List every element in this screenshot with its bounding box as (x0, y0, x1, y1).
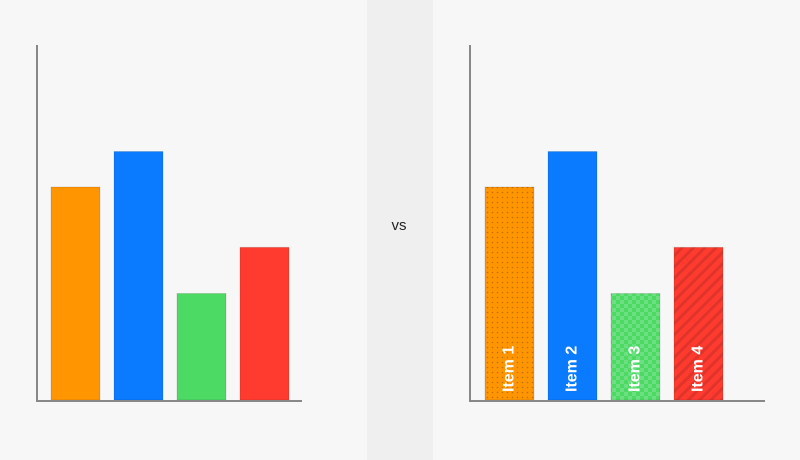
bar-label: Item 2 (564, 346, 581, 392)
bar-pattern (485, 187, 534, 400)
bar (176, 293, 227, 401)
bar (113, 151, 164, 401)
vs-label: vs (392, 217, 407, 234)
bar (239, 246, 290, 401)
bar-label: Item 4 (690, 346, 707, 392)
bar-pattern (611, 293, 660, 400)
bar-pattern (674, 247, 723, 400)
bar (547, 151, 598, 401)
bar-label: Item 3 (627, 346, 644, 392)
bar (50, 186, 101, 401)
bar-label: Item 1 (501, 346, 518, 392)
divider (367, 0, 433, 460)
